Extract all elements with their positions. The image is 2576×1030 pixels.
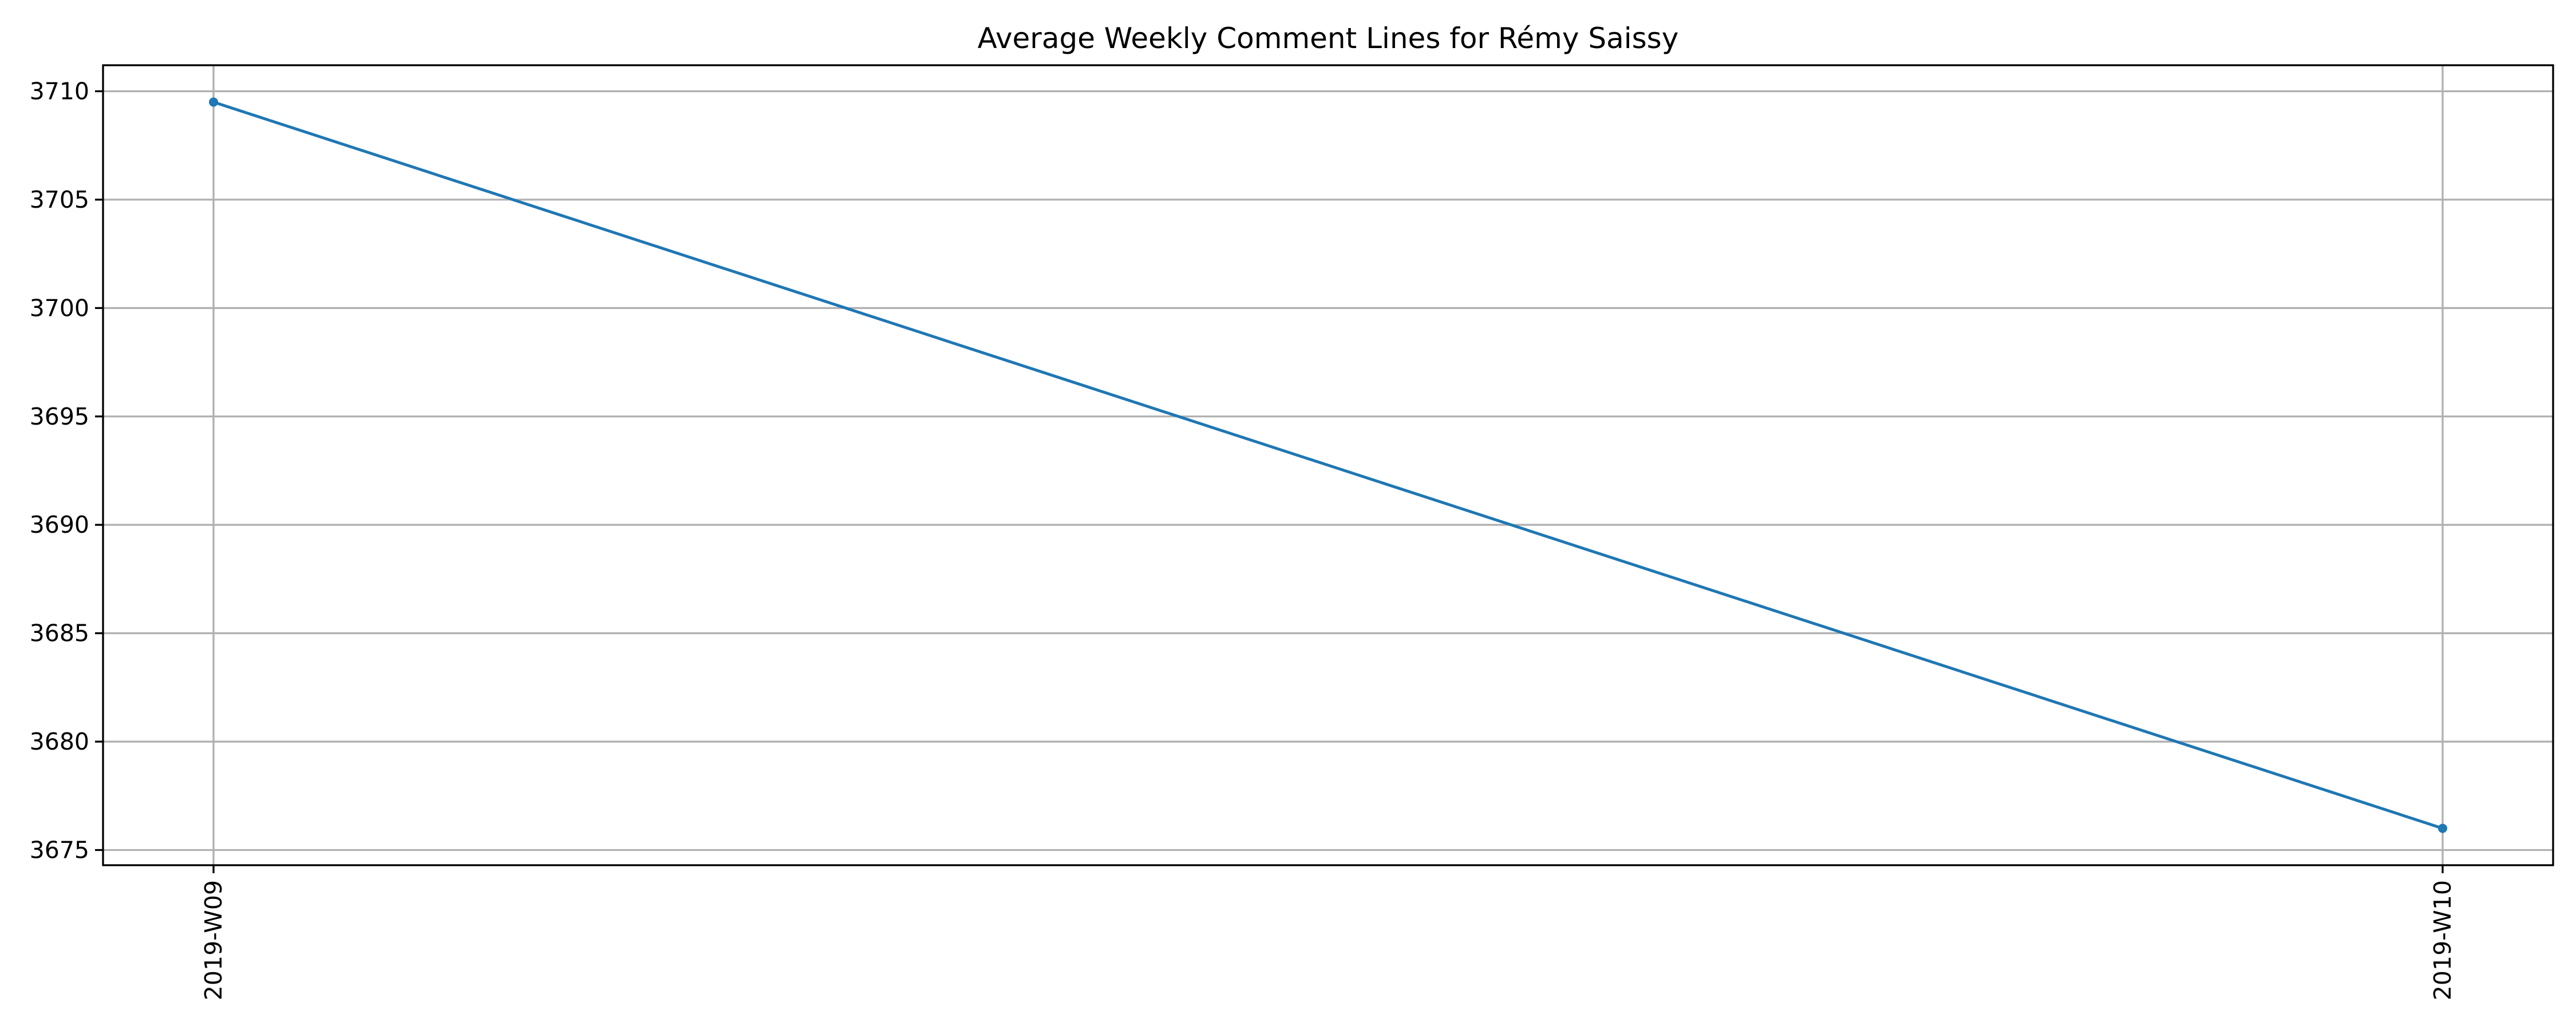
y-tick-label: 3695 xyxy=(30,403,89,430)
y-tick-label: 3700 xyxy=(30,294,89,322)
data-point xyxy=(209,97,218,107)
x-tick-label: 2019-W09 xyxy=(200,880,227,1000)
series-layer xyxy=(209,97,2447,833)
y-tick-label: 3690 xyxy=(30,511,89,538)
y-tick-label: 3675 xyxy=(30,836,89,863)
y-tick-label: 3685 xyxy=(30,620,89,647)
x-tick-label: 2019-W10 xyxy=(2429,880,2456,1000)
series-line xyxy=(213,101,2443,830)
chart-title: Average Weekly Comment Lines for Rémy Sa… xyxy=(978,22,1679,55)
axes-frame xyxy=(102,64,2554,866)
data-point xyxy=(2438,823,2447,833)
y-tick-label: 3710 xyxy=(30,77,89,105)
y-tick-label: 3705 xyxy=(30,186,89,213)
y-tick-label: 3680 xyxy=(30,728,89,755)
tick-layer: 3675 3680 3685 3690 3695 3700 3705 3710 2019-W09… xyxy=(30,77,2456,1000)
